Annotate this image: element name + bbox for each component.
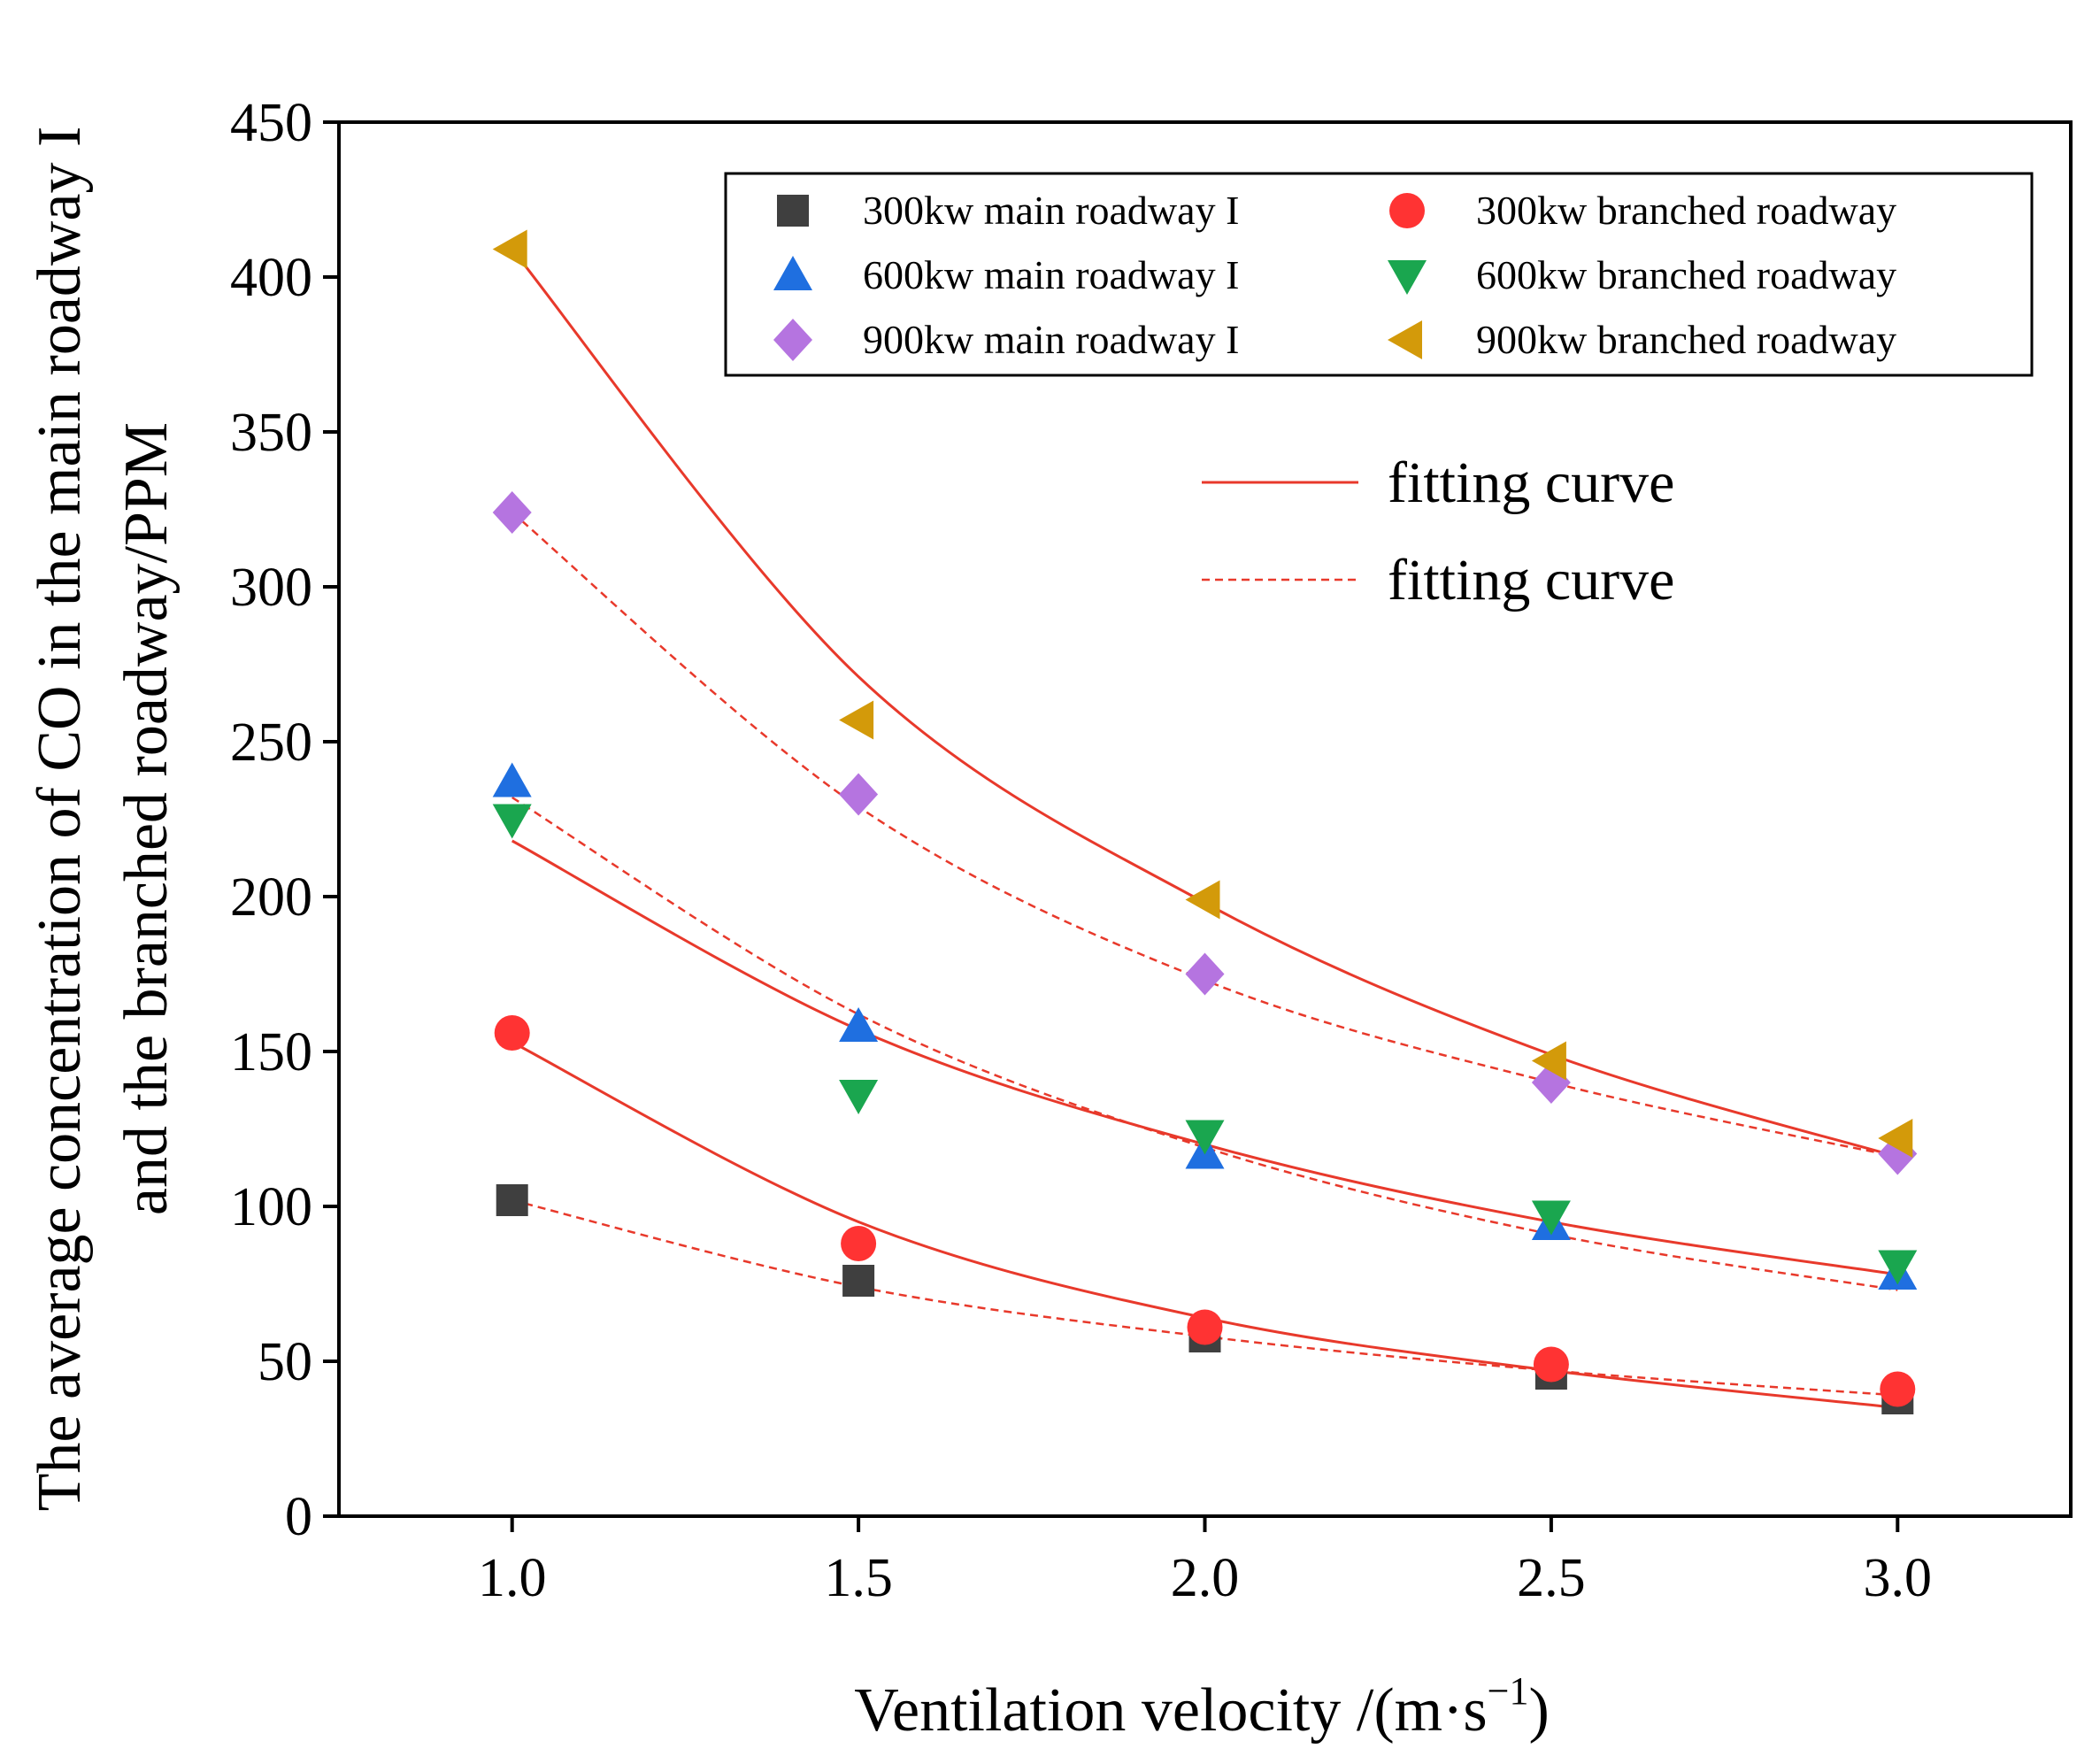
y-tick-label-7: 350: [230, 403, 312, 463]
y-tick-label-8: 400: [230, 248, 312, 308]
point-s5-3: [1531, 1041, 1566, 1081]
y-tick-label-2: 100: [230, 1177, 312, 1237]
point-s1-3: [1533, 1346, 1569, 1383]
point-s5-2: [1185, 880, 1220, 920]
legend-marker-0: [777, 195, 809, 227]
y-axis-title-line1: The average concentration of CO in the m…: [26, 127, 94, 1512]
y-tick-label-3: 150: [230, 1022, 312, 1082]
point-s1-1: [841, 1226, 877, 1261]
x-tick-label-3: 2.5: [1517, 1548, 1586, 1608]
fitting-curve-2: [511, 796, 1898, 1291]
point-s3-2: [1185, 1120, 1225, 1155]
y-tick-label-4: 200: [230, 867, 312, 928]
y-tick-label-9: 450: [230, 93, 312, 153]
data-points: [492, 229, 1918, 1414]
point-s4-2: [1185, 952, 1225, 996]
point-s3-3: [1531, 1200, 1571, 1236]
fitting-curve-0: [511, 248, 1898, 1159]
x-tick-label-0: 1.0: [478, 1548, 547, 1608]
x-axis-title-superscript: −1: [1488, 1669, 1529, 1713]
point-s5-0: [492, 229, 527, 269]
fitting-curve-5: [511, 1198, 1898, 1397]
legend-label-1: 300kw branched roadway: [1476, 188, 1896, 233]
legend-marker-2: [773, 256, 812, 290]
y-tick-label-1: 50: [258, 1332, 312, 1392]
legend-label-5: 900kw branched roadway: [1476, 317, 1896, 362]
legend-marker-5: [1388, 320, 1422, 359]
x-axis-title-suffix: ): [1528, 1676, 1549, 1745]
point-s1-0: [494, 1015, 530, 1051]
point-s3-4: [1878, 1250, 1918, 1285]
legend-marker-4: [773, 319, 812, 361]
axis-ticks: 1.0 1.5 2.0 2.5 3.0 0 50 100 150 200 250 300 350 400 4…: [230, 93, 1932, 1608]
point-s2-0: [492, 762, 532, 797]
legend-label-4: 900kw main roadway I: [863, 317, 1239, 362]
point-s0-0: [496, 1184, 528, 1216]
x-axis-title: Ventilation velocity /(m·s−1): [854, 1669, 1550, 1745]
legend: 300kw main roadway I 300kw branched roadw…: [724, 172, 2034, 377]
y-axis-title-line2: and the branched roadway/PPM: [112, 422, 181, 1215]
fitting-curve-4: [511, 1041, 1898, 1409]
legend-marker-1: [1389, 193, 1425, 228]
fitting-curves: [511, 248, 1898, 1409]
point-s3-0: [492, 804, 532, 839]
point-s4-0: [492, 491, 532, 534]
fit-legend-label-1: fitting curve: [1388, 548, 1674, 612]
point-s5-1: [839, 700, 874, 740]
point-s1-2: [1187, 1309, 1223, 1345]
point-s2-1: [839, 1007, 879, 1042]
legend-label-3: 600kw branched roadway: [1476, 252, 1896, 297]
fit-legend-label-0: fitting curve: [1388, 451, 1674, 515]
point-s1-4: [1880, 1371, 1916, 1407]
legend-label-2: 600kw main roadway I: [863, 252, 1239, 297]
y-tick-label-5: 250: [230, 713, 312, 773]
x-tick-label-2: 2.0: [1171, 1548, 1240, 1608]
y-tick-label-6: 300: [230, 558, 312, 618]
point-s0-1: [842, 1265, 875, 1297]
x-tick-label-4: 3.0: [1864, 1548, 1933, 1608]
point-s5-4: [1878, 1119, 1913, 1158]
legend-label-0: 300kw main roadway I: [863, 188, 1239, 233]
point-s4-1: [839, 773, 879, 816]
y-tick-label-0: 0: [285, 1487, 312, 1547]
legend-marker-3: [1388, 260, 1427, 295]
x-axis-title-main: Ventilation velocity /(m·s: [854, 1676, 1487, 1745]
x-tick-label-1: 1.5: [824, 1548, 893, 1608]
fit-legend: fitting curve fitting curve: [1202, 451, 1674, 612]
fitting-curve-1: [511, 512, 1898, 1159]
point-s3-1: [839, 1080, 879, 1114]
legend-box: [724, 172, 2034, 377]
